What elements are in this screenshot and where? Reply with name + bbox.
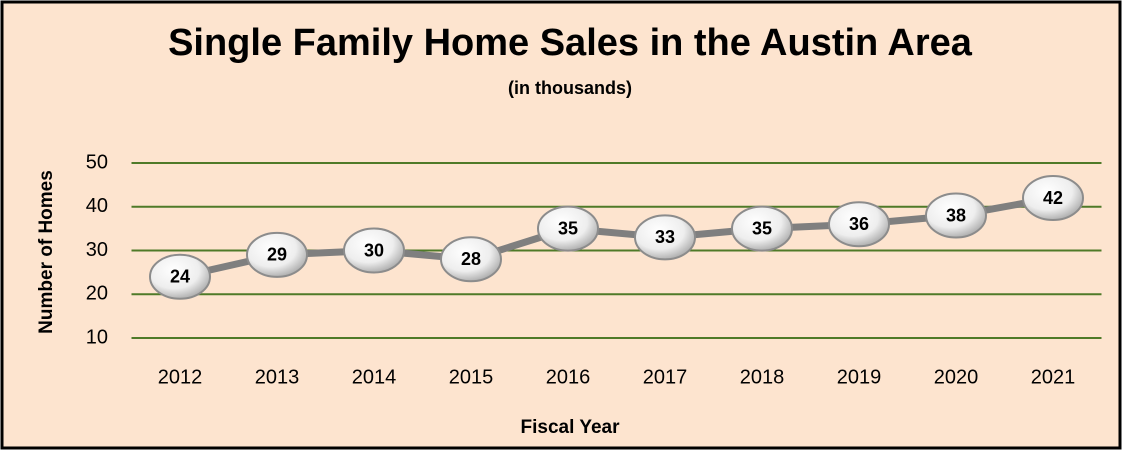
y-tick-label: 20 [86,283,108,305]
marker [1022,175,1084,221]
y-tick-label: 40 [86,195,108,217]
y-tick-label: 50 [86,151,108,173]
x-axis-label: Fiscal Year [521,417,621,438]
x-tick-label: 2019 [837,366,882,388]
x-tick-label: 2021 [1031,366,1076,388]
data-label: 24 [170,267,190,287]
marker [634,214,696,261]
data-line [179,194,1054,281]
y-tick-label: 30 [86,239,108,261]
data-label: 30 [364,240,384,260]
marker [925,192,987,239]
x-tick-label: 2016 [546,366,591,388]
data-label: 33 [655,227,675,247]
x-tick-label: 2020 [934,366,979,388]
x-tick-label: 2014 [352,366,397,388]
data-label: 35 [752,218,772,238]
data-label: 42 [1043,188,1063,208]
data-label: 38 [946,205,966,225]
x-tick-label: 2012 [158,366,203,388]
y-axis-label: Number of Homes [36,170,57,334]
chart-subtitle: (in thousands) [508,78,632,98]
marker [537,205,599,252]
data-label: 35 [558,218,578,238]
marker [440,236,502,283]
y-tick-label: 10 [86,326,108,348]
data-label: 36 [849,214,869,234]
x-tick-label: 2018 [740,366,785,388]
marker [343,227,405,274]
chart-title: Single Family Home Sales in the Austin A… [168,22,973,64]
marker [731,205,793,252]
marker [246,231,308,278]
x-tick-label: 2013 [255,366,300,388]
x-tick-label: 2015 [449,366,494,388]
data-label: 28 [461,249,481,269]
marker [828,201,890,248]
marker [149,253,211,300]
data-label: 29 [267,245,287,265]
x-tick-label: 2017 [643,366,688,388]
